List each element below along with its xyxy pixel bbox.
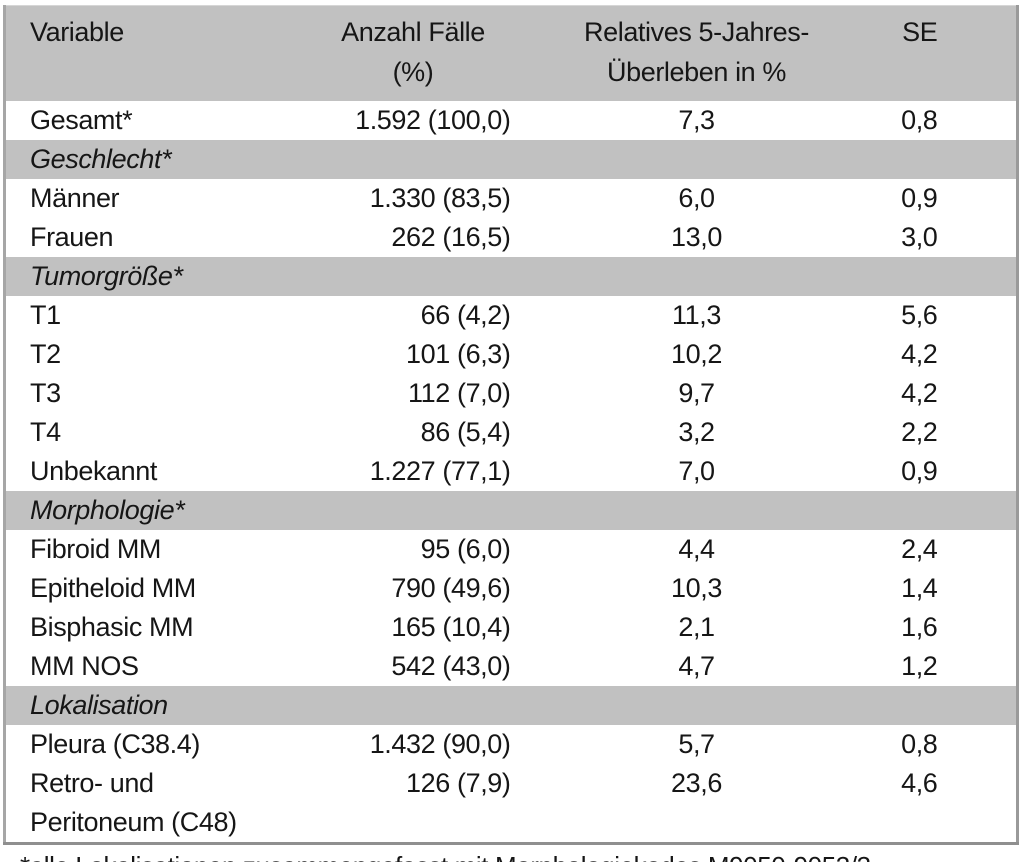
variable-cell: Retro- und Peritoneum (C48) bbox=[5, 764, 297, 844]
survival-cell: 23,6 bbox=[671, 768, 722, 798]
table-row: Epitheloid MM 790 (49,6) 10,3 1,4 bbox=[5, 569, 1018, 608]
se-cell: 0,8 bbox=[901, 729, 938, 759]
table-row: Frauen 262 (16,5) 13,0 3,0 bbox=[5, 218, 1018, 257]
cases-cell: 790 (49,6) bbox=[391, 573, 511, 603]
section-label: Morphologie* bbox=[4, 491, 1018, 530]
section-row: Lokalisation bbox=[4, 686, 1018, 725]
se-cell: 4,2 bbox=[901, 339, 938, 369]
section-row: Morphologie* bbox=[4, 491, 1018, 530]
table-row: Bisphasic MM 165 (10,4) 2,1 1,6 bbox=[5, 608, 1018, 647]
variable-line1: Retro- und bbox=[30, 768, 154, 798]
se-cell: 4,2 bbox=[901, 378, 938, 408]
survival-cell: 10,2 bbox=[671, 339, 722, 369]
se-cell: 0,8 bbox=[901, 105, 938, 135]
se-cell: 1,4 bbox=[901, 573, 938, 603]
column-header-variable: Variable bbox=[4, 5, 297, 101]
footnote-asterisk: *alle Lokalisationen zusammengefasst mit… bbox=[20, 851, 1024, 862]
section-label: Geschlecht* bbox=[4, 140, 1018, 179]
column-header-survival-line2: Überleben in % bbox=[606, 57, 786, 87]
survival-cell: 4,7 bbox=[678, 651, 715, 681]
variable-cell: MM NOS bbox=[30, 651, 139, 681]
cases-cell: 1.592 (100,0) bbox=[355, 105, 511, 135]
table-row: Männer 1.330 (83,5) 6,0 0,9 bbox=[5, 179, 1018, 218]
se-cell: 1,2 bbox=[901, 651, 938, 681]
table-row: Retro- und Peritoneum (C48) 126 (7,9) 23… bbox=[5, 764, 1018, 844]
cases-cell: 86 (5,4) bbox=[420, 417, 511, 447]
cases-cell: 1.330 (83,5) bbox=[369, 183, 511, 213]
column-header-cases-line2: (%) bbox=[392, 57, 434, 87]
cases-cell: 1.432 (90,0) bbox=[369, 729, 511, 759]
column-header-cases-line1: Anzahl Fälle bbox=[341, 17, 485, 47]
column-header-survival-line1: Relatives 5-Jahres- bbox=[584, 17, 809, 47]
variable-cell: Bisphasic MM bbox=[30, 612, 194, 642]
table-row: Fibroid MM 95 (6,0) 4,4 2,4 bbox=[5, 530, 1018, 569]
table-row: MM NOS 542 (43,0) 4,7 1,2 bbox=[5, 647, 1018, 686]
survival-cell: 7,3 bbox=[678, 105, 715, 135]
se-cell: 4,6 bbox=[901, 768, 938, 798]
table-row: T4 86 (5,4) 3,2 2,2 bbox=[5, 413, 1018, 452]
survival-cell: 10,3 bbox=[671, 573, 722, 603]
table-row: Unbekannt 1.227 (77,1) 7,0 0,9 bbox=[5, 452, 1018, 491]
survival-cell: 2,1 bbox=[678, 612, 715, 642]
table-row: T2 101 (6,3) 10,2 4,2 bbox=[5, 335, 1018, 374]
table-row: Gesamt* 1.592 (100,0) 7,3 0,8 bbox=[5, 101, 1018, 140]
survival-cell: 11,3 bbox=[672, 300, 721, 330]
cases-cell: 66 (4,2) bbox=[420, 300, 511, 330]
table-row: Pleura (C38.4) 1.432 (90,0) 5,7 0,8 bbox=[5, 725, 1018, 764]
variable-cell: Gesamt* bbox=[30, 105, 133, 135]
variable-cell: Pleura (C38.4) bbox=[30, 729, 200, 759]
cases-cell: 1.227 (77,1) bbox=[369, 456, 511, 486]
survival-cell: 7,0 bbox=[678, 456, 715, 486]
cases-cell: 542 (43,0) bbox=[391, 651, 511, 681]
variable-cell: Epitheloid MM bbox=[30, 573, 196, 603]
se-cell: 1,6 bbox=[901, 612, 938, 642]
cases-cell: 101 (6,3) bbox=[406, 339, 511, 369]
cases-cell: 112 (7,0) bbox=[408, 378, 511, 408]
section-row: Geschlecht* bbox=[4, 140, 1018, 179]
variable-cell: T2 bbox=[30, 339, 61, 369]
variable-cell: T4 bbox=[30, 417, 61, 447]
variable-cell: Männer bbox=[30, 183, 120, 213]
se-cell: 0,9 bbox=[901, 183, 938, 213]
cases-cell: 262 (16,5) bbox=[391, 222, 511, 252]
variable-cell: T3 bbox=[30, 378, 61, 408]
cases-cell: 165 (10,4) bbox=[391, 612, 511, 642]
table-footnotes: *alle Lokalisationen zusammengefasst mit… bbox=[20, 851, 1024, 862]
table-row: T1 66 (4,2) 11,3 5,6 bbox=[5, 296, 1018, 335]
se-cell: 5,6 bbox=[901, 300, 938, 330]
survival-cell: 9,7 bbox=[678, 378, 715, 408]
cases-cell: 95 (6,0) bbox=[420, 534, 511, 564]
cases-cell: 126 (7,9) bbox=[406, 768, 511, 798]
section-label: Lokalisation bbox=[4, 686, 1018, 725]
se-cell: 3,0 bbox=[901, 222, 938, 252]
survival-cell: 3,2 bbox=[678, 417, 715, 447]
table-row: T3 112 (7,0) 9,7 4,2 bbox=[5, 374, 1018, 413]
survival-cell: 13,0 bbox=[671, 222, 722, 252]
survival-cell: 4,4 bbox=[678, 534, 715, 564]
section-label: Tumorgröße* bbox=[4, 257, 1018, 296]
se-cell: 2,4 bbox=[901, 534, 938, 564]
survival-table: Variable Anzahl Fälle (%) Relatives 5-Ja… bbox=[3, 5, 1019, 845]
section-row: Tumorgröße* bbox=[4, 257, 1018, 296]
survival-cell: 5,7 bbox=[678, 729, 715, 759]
column-header-survival: Relatives 5-Jahres- Überleben in % bbox=[518, 5, 875, 101]
survival-cell: 6,0 bbox=[678, 183, 715, 213]
column-header-cases: Anzahl Fälle (%) bbox=[296, 5, 519, 101]
se-cell: 0,9 bbox=[901, 456, 938, 486]
table-header-row: Variable Anzahl Fälle (%) Relatives 5-Ja… bbox=[4, 5, 1018, 101]
column-header-se: SE bbox=[874, 5, 1018, 101]
se-cell: 2,2 bbox=[901, 417, 938, 447]
variable-cell: Unbekannt bbox=[30, 456, 157, 486]
variable-cell: Fibroid MM bbox=[30, 534, 162, 564]
variable-line2: Peritoneum (C48) bbox=[30, 807, 237, 837]
variable-cell: T1 bbox=[30, 300, 61, 330]
variable-cell: Frauen bbox=[30, 222, 114, 252]
